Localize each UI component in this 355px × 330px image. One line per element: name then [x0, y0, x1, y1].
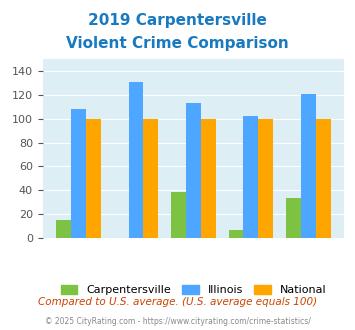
Text: Violent Crime Comparison: Violent Crime Comparison: [66, 36, 289, 51]
Bar: [229, 230, 244, 238]
Bar: [201, 119, 216, 238]
Bar: [143, 119, 158, 238]
Bar: [258, 119, 273, 238]
Bar: [71, 109, 86, 238]
Bar: [301, 94, 316, 238]
Bar: [86, 119, 101, 238]
Bar: [186, 103, 201, 238]
Bar: [56, 220, 71, 238]
Text: © 2025 CityRating.com - https://www.cityrating.com/crime-statistics/: © 2025 CityRating.com - https://www.city…: [45, 317, 310, 326]
Bar: [129, 82, 143, 238]
Bar: [286, 198, 301, 238]
Legend: Carpentersville, Illinois, National: Carpentersville, Illinois, National: [56, 280, 331, 300]
Text: 2019 Carpentersville: 2019 Carpentersville: [88, 13, 267, 28]
Text: Compared to U.S. average. (U.S. average equals 100): Compared to U.S. average. (U.S. average …: [38, 297, 317, 307]
Bar: [316, 119, 331, 238]
Bar: [244, 116, 258, 238]
Bar: [171, 192, 186, 238]
